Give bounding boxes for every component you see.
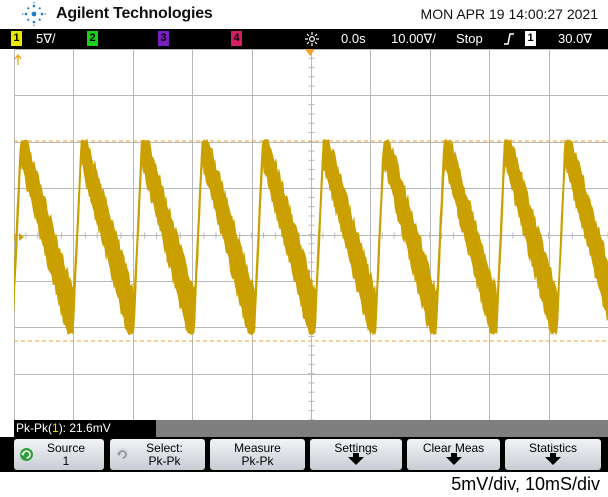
- softkey-bar: Source 1 Select: Pk-Pk Measure Pk-Pk Set…: [0, 437, 608, 472]
- agilent-spark-logo-icon: [22, 2, 46, 26]
- down-arrow-icon: [550, 453, 556, 458]
- trigger-level: 30.0∇: [558, 31, 592, 46]
- trigger-sun-icon: [305, 32, 319, 46]
- channel-1-scale: 5∇/: [36, 31, 56, 46]
- trigger-position-marker[interactable]: [305, 49, 315, 56]
- channel-1-ground-marker[interactable]: 1: [14, 233, 24, 244]
- channel-1-trace: [14, 138, 608, 336]
- svg-text:1: 1: [14, 233, 18, 244]
- clear-meas-softkey[interactable]: Clear Meas: [407, 439, 500, 470]
- trigger-delay: 0.0s: [341, 31, 366, 46]
- brand-name: Agilent Technologies: [56, 5, 213, 22]
- trigger-level-arrow[interactable]: [14, 54, 22, 65]
- down-arrow-icon: [353, 453, 359, 458]
- channel-3-indicator[interactable]: 3: [158, 31, 169, 46]
- date-time: MON APR 19 14:00:27 2021: [420, 6, 598, 22]
- timebase-scale: 10.00∇/: [391, 31, 436, 46]
- graticule: 1: [14, 49, 608, 420]
- scale-caption: 5mV/div, 10mS/div: [451, 474, 600, 494]
- run-state: Stop: [456, 31, 483, 46]
- rising-edge-icon: [504, 33, 514, 45]
- trigger-source-indicator: 1: [525, 31, 536, 46]
- channel-4-indicator[interactable]: 4: [231, 31, 242, 46]
- header-bar: Agilent Technologies MON APR 19 14:00:27…: [0, 0, 608, 29]
- waveform-display: 1: [14, 49, 608, 420]
- down-arrow-icon: [348, 457, 364, 465]
- source-softkey[interactable]: Source 1: [14, 439, 104, 470]
- pk-pk-readout: Pk-Pk(1): 21.6mV: [14, 420, 156, 437]
- statistics-softkey[interactable]: Statistics: [505, 439, 601, 470]
- select-softkey[interactable]: Select: Pk-Pk: [110, 439, 205, 470]
- down-arrow-icon: [450, 453, 457, 458]
- settings-softkey[interactable]: Settings: [310, 439, 402, 470]
- down-arrow-icon: [445, 457, 462, 465]
- channel-1-indicator[interactable]: 1: [11, 31, 22, 46]
- rotate-knob-icon: [20, 448, 33, 461]
- status-bar: 1 5∇/ 2 3 4 0.0s 10.00∇/ Stop 1 30.0∇: [0, 29, 608, 49]
- measurement-strip: Pk-Pk(1): 21.6mV: [14, 420, 608, 437]
- rotate-knob-icon: [116, 448, 129, 461]
- measure-softkey[interactable]: Measure Pk-Pk: [210, 439, 305, 470]
- down-arrow-icon: [545, 457, 561, 465]
- channel-2-indicator[interactable]: 2: [87, 31, 98, 46]
